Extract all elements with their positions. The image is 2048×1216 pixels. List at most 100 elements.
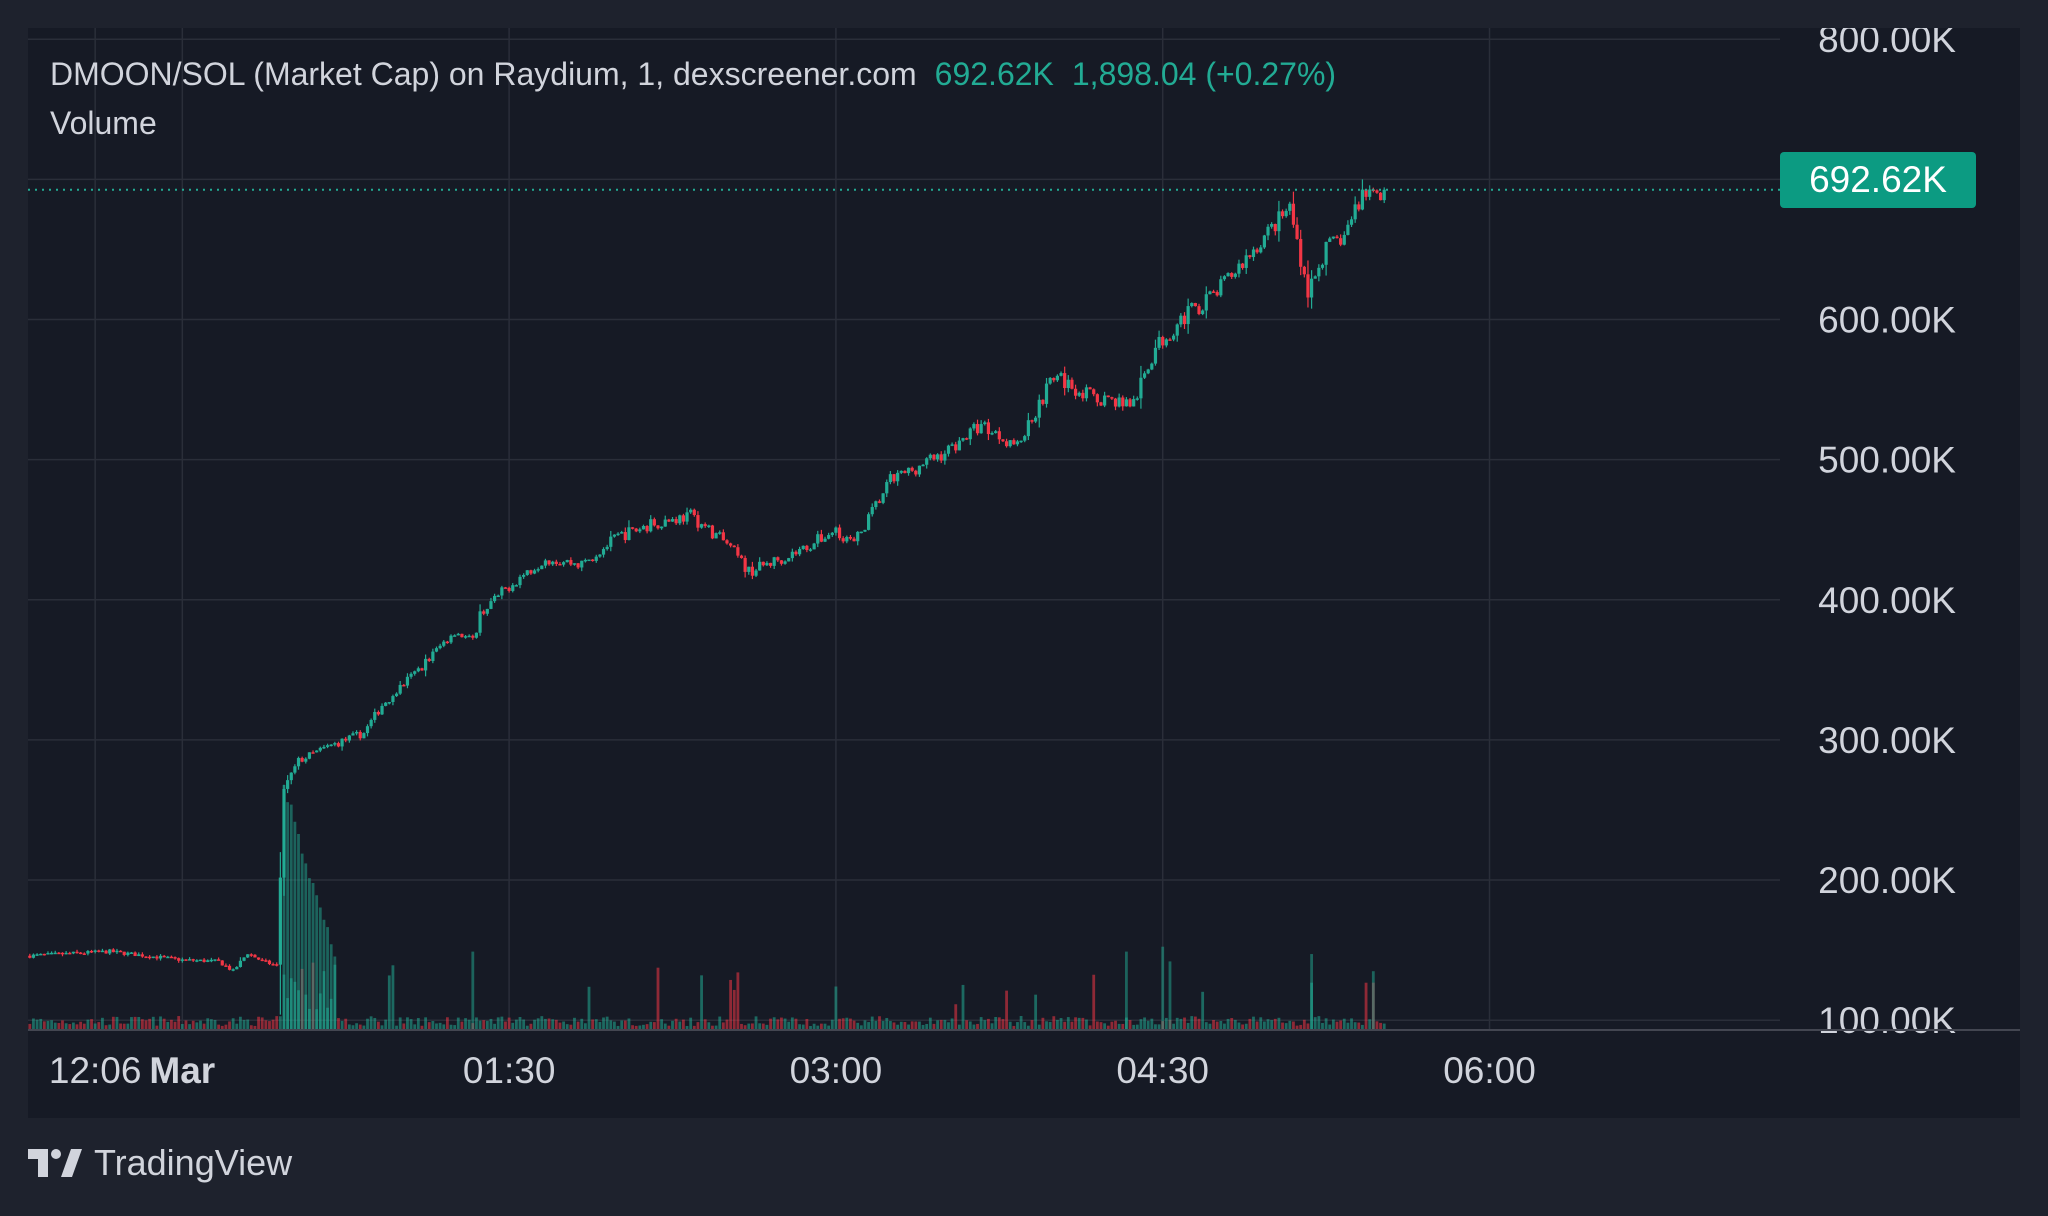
candle-body	[954, 444, 958, 451]
volume-bar	[1201, 991, 1205, 1030]
volume-bar	[373, 1017, 377, 1030]
volume-bar	[1150, 1018, 1154, 1030]
volume-bar	[885, 1017, 889, 1030]
candle-body	[471, 635, 475, 638]
volume-bar	[1037, 1024, 1041, 1030]
volume-bar	[725, 1019, 729, 1030]
volume-spike-bar	[1371, 971, 1375, 1030]
volume-bar	[943, 1019, 947, 1030]
candle-body	[315, 750, 319, 753]
candle-body	[275, 964, 279, 966]
candle-body	[148, 956, 152, 959]
candle-body	[656, 525, 660, 529]
candle-body	[841, 538, 845, 542]
candle-body	[1179, 315, 1183, 325]
volume-bar	[1204, 1022, 1208, 1030]
volume-bar	[489, 1018, 493, 1030]
candle-body	[289, 772, 293, 781]
volume-bar	[424, 1017, 428, 1030]
volume-bar	[268, 1021, 271, 1030]
volume-bar	[1005, 990, 1008, 1030]
candle-body	[369, 719, 373, 727]
volume-bar	[431, 1021, 435, 1030]
candle-body	[1034, 417, 1038, 422]
volume-bar	[387, 975, 391, 1030]
volume-bar	[166, 1021, 170, 1030]
candle-body	[325, 745, 330, 747]
candle-body	[434, 648, 439, 652]
volume-bar	[881, 1020, 885, 1030]
chart-canvas[interactable]: 100.00K 200.00K 300.00K 400.00K 500.00K 600.0…	[28, 28, 2020, 1118]
volume-bar	[159, 1016, 162, 1030]
candle-body	[779, 560, 784, 564]
volume-bar	[119, 1023, 122, 1030]
volume-bar	[220, 1025, 224, 1030]
candle-body	[986, 422, 991, 435]
candle-body	[1084, 387, 1089, 399]
candle-body	[598, 554, 602, 557]
volume-bar	[852, 1020, 856, 1030]
candle-body	[322, 746, 326, 749]
volume-bar	[689, 1017, 693, 1030]
volume-bar	[1266, 1019, 1270, 1030]
candle-body	[387, 702, 391, 704]
candle-body	[827, 535, 831, 539]
volume-bar	[957, 1024, 961, 1030]
volume-bar	[239, 1016, 242, 1030]
volume-bar	[888, 1021, 892, 1030]
candle-body	[1244, 255, 1248, 268]
candle-body	[380, 705, 384, 715]
volume-bar	[50, 1020, 54, 1030]
volume-bar	[718, 1016, 722, 1030]
candle-body	[808, 549, 813, 551]
volume-bar	[35, 1019, 39, 1030]
volume-bar	[111, 1016, 115, 1030]
volume-bar	[547, 1018, 551, 1030]
volume-bar	[932, 1023, 936, 1030]
volume-bar	[801, 1024, 805, 1030]
volume-bar	[177, 1016, 181, 1030]
time-tick-label: Mar	[149, 1050, 215, 1091]
tradingview-brand[interactable]: TradingView	[28, 1142, 292, 1184]
candle-body	[1378, 192, 1383, 201]
candle-body	[772, 557, 776, 566]
candle-body	[681, 515, 686, 522]
candle-body	[699, 524, 704, 528]
volume-bar	[68, 1024, 72, 1030]
volume-bar	[1379, 1022, 1382, 1030]
candle-body	[547, 560, 551, 565]
volume-bar	[1001, 1019, 1005, 1030]
volume-bar	[64, 1023, 68, 1030]
volume-bar	[1012, 1025, 1016, 1030]
volume-bar	[754, 1016, 758, 1030]
candle-body	[1121, 397, 1125, 407]
candle-body	[1139, 377, 1143, 399]
candle-body	[1124, 399, 1129, 407]
candle-body	[1077, 392, 1081, 396]
volume-bar	[819, 1023, 823, 1030]
candle-body	[424, 658, 428, 671]
candle-body	[1030, 420, 1034, 422]
candle-body	[645, 525, 649, 532]
candle-body	[630, 527, 635, 529]
candle-body	[747, 566, 751, 572]
volume-bar	[409, 1019, 413, 1030]
candle-body	[678, 515, 682, 524]
candle-body	[46, 953, 50, 955]
candle-body	[667, 519, 671, 522]
candle-body	[816, 534, 820, 544]
candle-body	[787, 558, 791, 562]
volume-bar	[133, 1016, 137, 1030]
candle-body	[253, 954, 257, 958]
candle-body	[1048, 377, 1052, 384]
volume-bar	[536, 1018, 540, 1030]
candle-body	[1172, 335, 1176, 340]
volume-bar	[1092, 974, 1096, 1030]
volume-bar	[1114, 1020, 1117, 1030]
candle-body	[1299, 238, 1303, 267]
candle-body	[1088, 387, 1092, 390]
volume-spike-bar	[300, 853, 304, 1030]
volume-bar	[1237, 1022, 1241, 1030]
volume-bar	[496, 1017, 500, 1030]
candle-body	[1273, 223, 1277, 232]
